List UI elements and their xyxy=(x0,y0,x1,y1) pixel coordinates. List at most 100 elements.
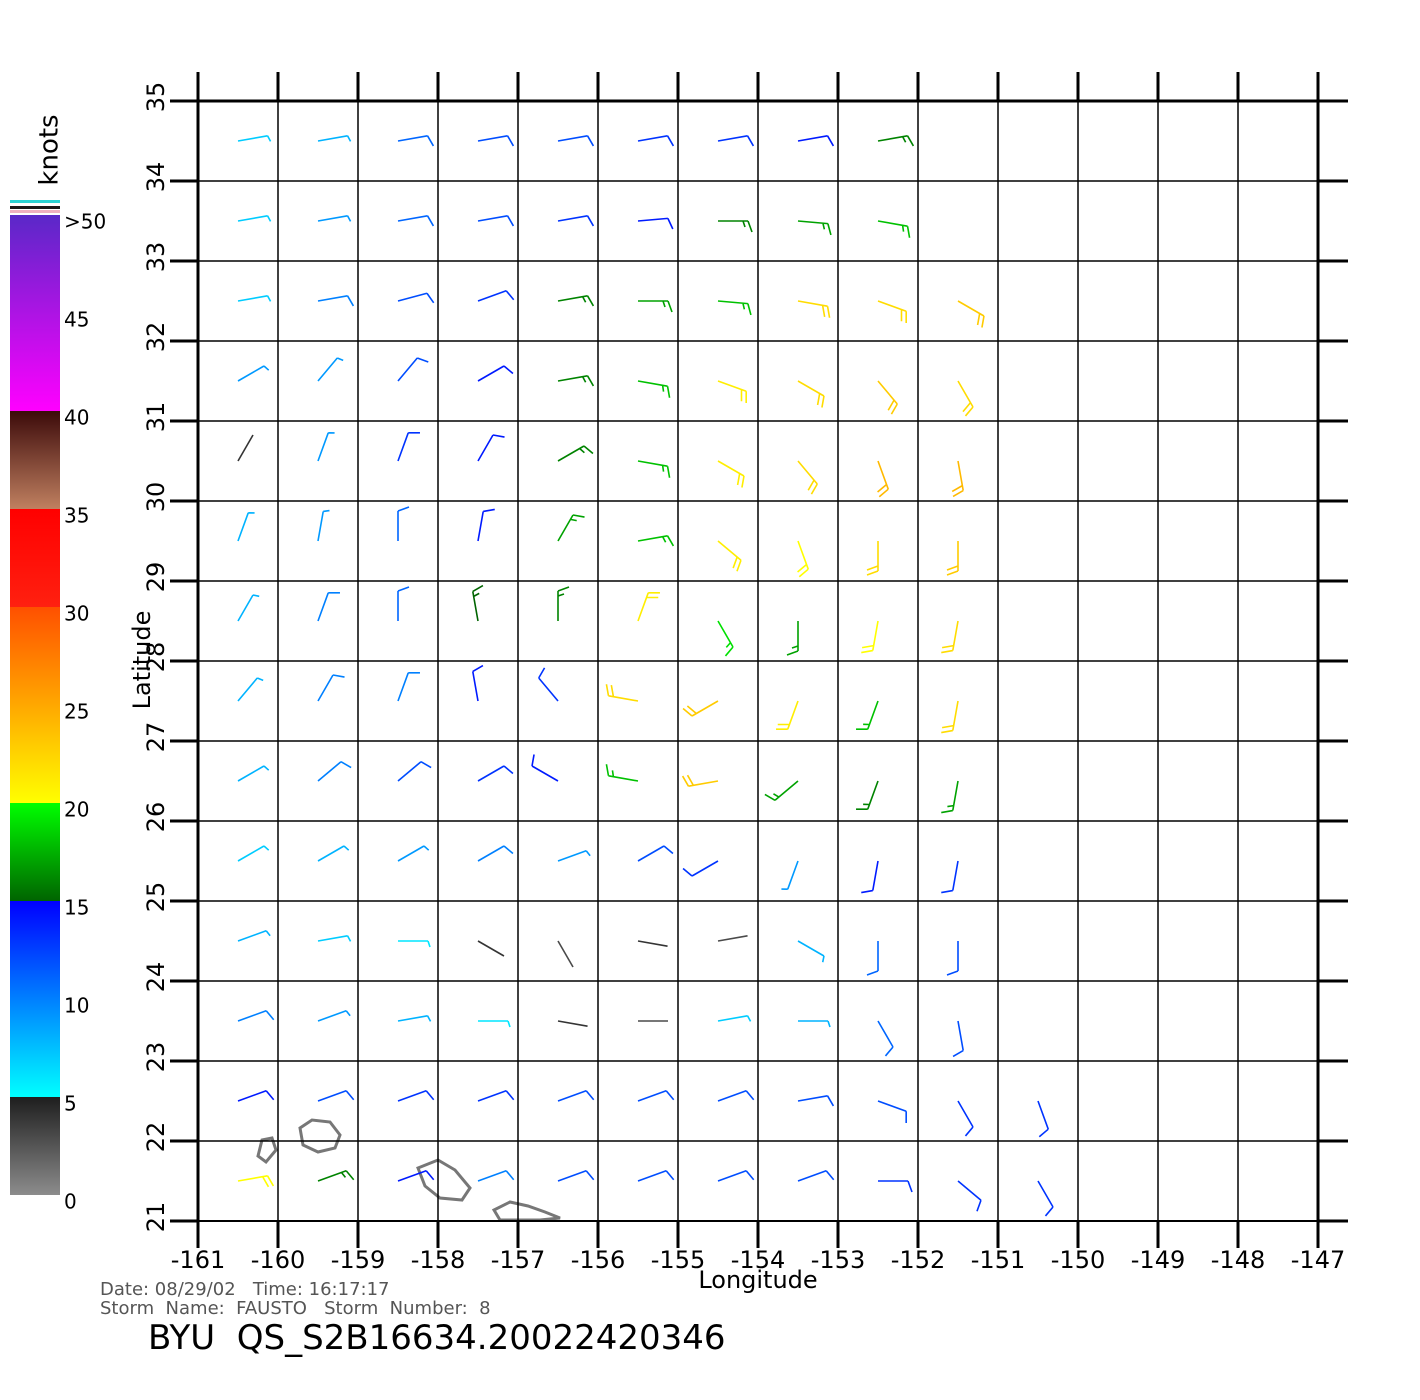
wind-barb xyxy=(764,780,799,801)
wind-barb xyxy=(317,215,352,222)
wind-barb xyxy=(477,1169,515,1182)
x-tick-label: -147 xyxy=(1291,1246,1345,1274)
wind-barb xyxy=(557,1169,595,1182)
wind-barb xyxy=(786,621,799,656)
wind-barb xyxy=(317,1169,355,1182)
wind-barb xyxy=(605,684,639,702)
x-tick-label: -155 xyxy=(651,1246,705,1274)
wind-barb xyxy=(877,380,898,415)
wind-barb xyxy=(797,1095,835,1107)
wind-barb xyxy=(717,540,742,572)
wind-barb xyxy=(397,432,420,462)
colorbar-band xyxy=(10,1097,60,1195)
wind-barb xyxy=(866,541,879,576)
wind-barb xyxy=(472,584,484,622)
y-tick-label: 22 xyxy=(142,1122,170,1153)
colorbar-title: knots xyxy=(35,114,65,185)
wind-barb xyxy=(557,940,574,968)
wind-barb xyxy=(637,845,674,862)
wind-barb xyxy=(477,289,515,302)
wind-barb xyxy=(477,940,505,957)
wind-barb xyxy=(781,860,799,890)
wind-barb xyxy=(717,135,755,147)
colorbar-band xyxy=(10,607,60,803)
wind-barb xyxy=(397,506,410,541)
wind-barbs xyxy=(237,135,1054,1217)
y-tick-label: 32 xyxy=(142,322,170,353)
wind-barb xyxy=(237,512,255,542)
wind-barb xyxy=(478,1020,511,1028)
wind-barb xyxy=(531,754,559,782)
wind-barb xyxy=(637,217,674,230)
wind-barb xyxy=(538,667,559,702)
x-tick-label: -158 xyxy=(411,1246,465,1274)
coastlines xyxy=(256,1118,561,1222)
wind-barb xyxy=(317,135,352,142)
x-tick-label: -151 xyxy=(971,1246,1025,1274)
wind-barb xyxy=(237,434,254,462)
wind-barb xyxy=(717,1015,752,1022)
wind-barb xyxy=(557,135,595,147)
x-tick-label: -148 xyxy=(1211,1246,1265,1274)
y-tick-label: 35 xyxy=(142,82,170,113)
colorbar-band xyxy=(10,215,60,411)
y-tick-label: 24 xyxy=(142,962,170,993)
x-tick-label: -157 xyxy=(491,1246,545,1274)
wind-barb xyxy=(237,1089,275,1102)
wind-barb xyxy=(398,940,431,948)
wind-barb xyxy=(397,292,435,304)
x-tick-label: -156 xyxy=(571,1246,625,1274)
wind-barb xyxy=(877,1100,907,1123)
colorbar-label: 30 xyxy=(64,602,89,626)
wind-barb xyxy=(637,135,675,147)
wind-barb xyxy=(317,509,330,542)
wind-barb xyxy=(237,295,272,302)
wind-barb xyxy=(317,935,352,942)
colorbar-label: 10 xyxy=(64,994,89,1018)
wind-barb xyxy=(797,135,835,147)
y-tick-label: 34 xyxy=(142,162,170,193)
wind-barb xyxy=(237,1009,275,1022)
colorbar-cap xyxy=(10,210,60,213)
wind-barb xyxy=(866,941,879,976)
wind-barb xyxy=(637,535,675,547)
y-tick-label: 28 xyxy=(142,642,170,673)
colorbar-cap xyxy=(10,200,60,203)
wind-barb xyxy=(317,592,340,622)
wind-barb xyxy=(877,220,911,238)
wind-barb xyxy=(237,765,270,782)
x-axis-label: Longitude xyxy=(698,1266,817,1294)
wind-barb xyxy=(317,674,345,702)
labels: -161 -160 -159 -158 -157 -156 -155 -154 -153 -152… xyxy=(142,82,1345,1274)
wind-barb xyxy=(941,780,959,814)
wind-barb xyxy=(397,1015,432,1022)
wind-barb xyxy=(477,135,515,147)
wind-barb xyxy=(477,215,515,227)
wind-barb xyxy=(477,508,495,542)
wind-barb xyxy=(605,764,639,782)
wind-barb xyxy=(946,541,959,576)
wind-barb xyxy=(317,761,352,782)
wind-barb xyxy=(877,1020,894,1057)
wind-barb xyxy=(637,460,671,478)
wind-barb xyxy=(557,849,591,862)
colorbar-label: 5 xyxy=(64,1092,77,1116)
wind-barb xyxy=(477,845,514,862)
wind-barb xyxy=(557,445,594,462)
x-tick-label: -154 xyxy=(731,1246,785,1274)
wind-barb xyxy=(397,135,435,147)
wind-barb xyxy=(317,1009,351,1022)
colorbar-band xyxy=(10,803,60,901)
wind-barb xyxy=(477,1089,515,1102)
wind-barb xyxy=(557,295,595,307)
wind-barb xyxy=(237,677,264,702)
wind-barb xyxy=(861,860,879,894)
y-tick-label: 26 xyxy=(142,802,170,833)
wind-barb xyxy=(957,380,974,417)
wind-barb xyxy=(946,941,959,976)
wind-barb xyxy=(682,700,719,717)
y-tick-label: 29 xyxy=(142,562,170,593)
colorbar-label: 45 xyxy=(64,308,89,332)
wind-barb xyxy=(237,594,260,622)
x-tick-label: -149 xyxy=(1131,1246,1185,1274)
